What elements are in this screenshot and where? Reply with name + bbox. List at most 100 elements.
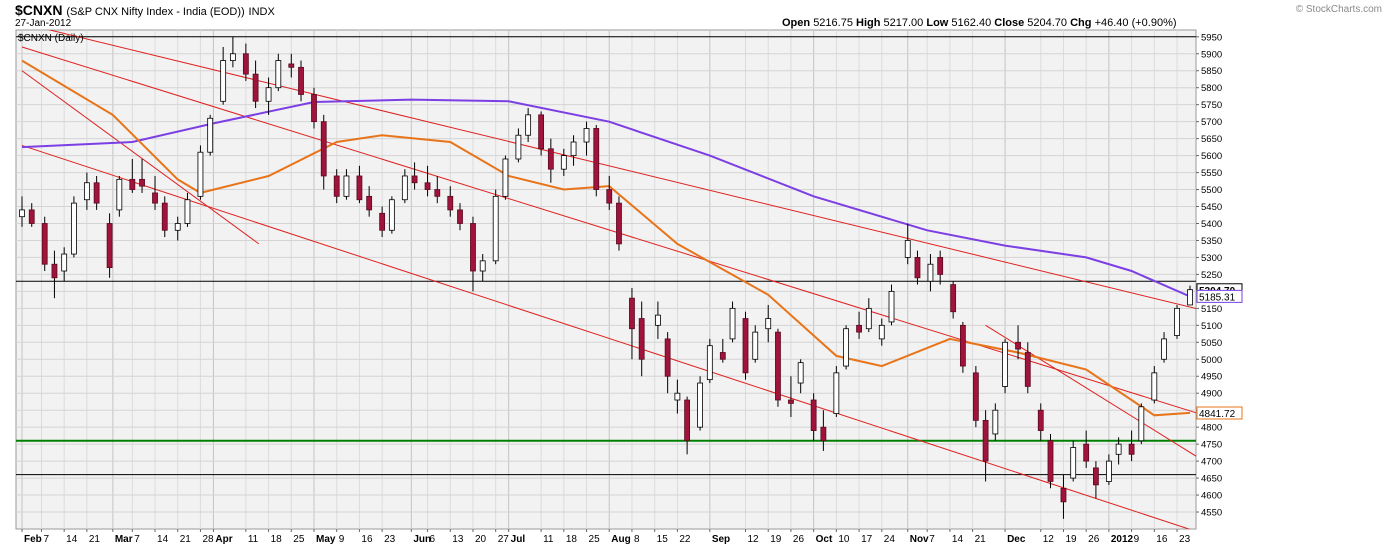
- y-tick-label: 5850: [1201, 66, 1222, 77]
- candle-body: [959, 324, 966, 367]
- candle-body: [904, 240, 911, 258]
- y-tick-label: 5250: [1201, 270, 1222, 281]
- candle-body: [388, 199, 395, 231]
- candle-body: [888, 290, 895, 323]
- ticker-title: $CNXN (S&P CNX Nifty Index - India (EOD)…: [15, 2, 275, 18]
- x-tick-label: 12: [748, 534, 760, 545]
- candle-body: [629, 297, 635, 330]
- x-tick-label: 21: [89, 534, 101, 545]
- candle-body: [19, 209, 25, 218]
- y-tick-label: 4950: [1201, 372, 1222, 383]
- x-tick-label: 26: [1088, 534, 1100, 545]
- candle-body: [684, 399, 691, 442]
- x-tick-label: 14: [157, 534, 169, 545]
- x-tick-label: 24: [884, 534, 896, 545]
- candle-body: [152, 192, 158, 204]
- x-tick-label: 7: [43, 534, 49, 545]
- x-tick-label: Oct: [816, 534, 833, 545]
- candle-body: [106, 223, 113, 269]
- candle-body: [538, 114, 545, 150]
- y-tick-label: 5500: [1201, 185, 1222, 196]
- candle-body: [856, 324, 862, 333]
- y-tick-label: 4550: [1201, 508, 1222, 519]
- y-tick-label: 5350: [1201, 236, 1222, 247]
- x-tick-label: 11: [248, 534, 259, 545]
- candle-body: [775, 331, 781, 401]
- candle-body: [982, 419, 989, 462]
- candle-body: [674, 392, 681, 401]
- x-tick-label: 20: [475, 534, 487, 545]
- candle-body: [1138, 406, 1145, 442]
- candle-body: [116, 178, 123, 211]
- x-tick-label: 25: [293, 534, 305, 545]
- plot-area: [15, 29, 1197, 530]
- y-tick-label: 5450: [1201, 202, 1222, 213]
- candle-body: [810, 399, 817, 431]
- candle-body: [71, 202, 77, 255]
- candle-body: [950, 284, 957, 313]
- candle-body: [1037, 409, 1044, 431]
- x-tick-label: 14: [66, 534, 78, 545]
- x-tick-label: 19: [770, 534, 782, 545]
- price-label-box: [1196, 289, 1243, 303]
- ma200-line: [21, 98, 1191, 298]
- y-tick-label: 4750: [1201, 440, 1222, 451]
- candle-body: [865, 307, 872, 330]
- x-tick-label: 9: [339, 534, 345, 545]
- candle-body: [311, 94, 317, 123]
- candle-body: [742, 318, 749, 374]
- low-label: Low: [926, 17, 949, 29]
- candle-body: [1002, 341, 1008, 387]
- candle-body: [1174, 307, 1180, 336]
- y-tick-label: 5000: [1201, 355, 1222, 366]
- y-tick-label: 5550: [1201, 168, 1222, 179]
- ticker-exchange: INDX: [248, 6, 275, 18]
- candle-body: [515, 134, 522, 160]
- x-tick-label: 25: [589, 534, 601, 545]
- candle-body: [697, 382, 703, 428]
- x-tick-label: 18: [271, 534, 283, 545]
- candle-body: [655, 314, 661, 326]
- y-tick-label: 5800: [1201, 83, 1222, 94]
- candle-body: [972, 372, 979, 421]
- y-tick-label: 5150: [1201, 304, 1222, 315]
- candle-body: [401, 175, 408, 201]
- ohlc-summary: Open 5216.75 High 5217.00 Low 5162.40 Cl…: [782, 17, 1177, 29]
- candle-body: [356, 175, 363, 201]
- candle-body: [593, 128, 600, 190]
- x-tick-label: Apr: [215, 534, 232, 545]
- candle-body: [229, 53, 236, 61]
- x-tick-label: Feb: [24, 534, 42, 545]
- high-value: 5217.00: [883, 17, 924, 29]
- x-tick-label: 7: [134, 534, 140, 545]
- candle-body: [1047, 440, 1054, 482]
- x-tick-label: 11: [543, 534, 554, 545]
- x-tick-label: 22: [679, 534, 691, 545]
- copyright-text: © StockCharts.com: [1295, 4, 1382, 15]
- trendline: [47, 30, 1196, 309]
- x-tick-label: Jun: [413, 534, 431, 545]
- candle-body: [343, 175, 350, 197]
- candle-body: [927, 263, 934, 282]
- trendlines: [21, 30, 1196, 529]
- candle-body: [184, 199, 191, 224]
- candle-body: [729, 307, 736, 340]
- candle-body: [583, 128, 590, 143]
- close-label: Close: [994, 17, 1025, 29]
- x-tick-label: 23: [384, 534, 396, 545]
- x-tick-label: Sep: [712, 534, 730, 545]
- x-tick-label: 28: [202, 534, 214, 545]
- candle-body: [411, 175, 418, 184]
- candle-body: [788, 399, 794, 404]
- candle-body: [139, 178, 145, 187]
- candle-body: [288, 63, 295, 68]
- x-tick-label: 18: [566, 534, 578, 545]
- y-tick-label: 5100: [1201, 321, 1222, 332]
- candle-body: [1115, 443, 1122, 455]
- candle-body: [833, 372, 840, 414]
- x-tick-label: 23: [1179, 534, 1191, 545]
- trendline: [21, 144, 1191, 529]
- x-tick-label: Dec: [1007, 534, 1026, 545]
